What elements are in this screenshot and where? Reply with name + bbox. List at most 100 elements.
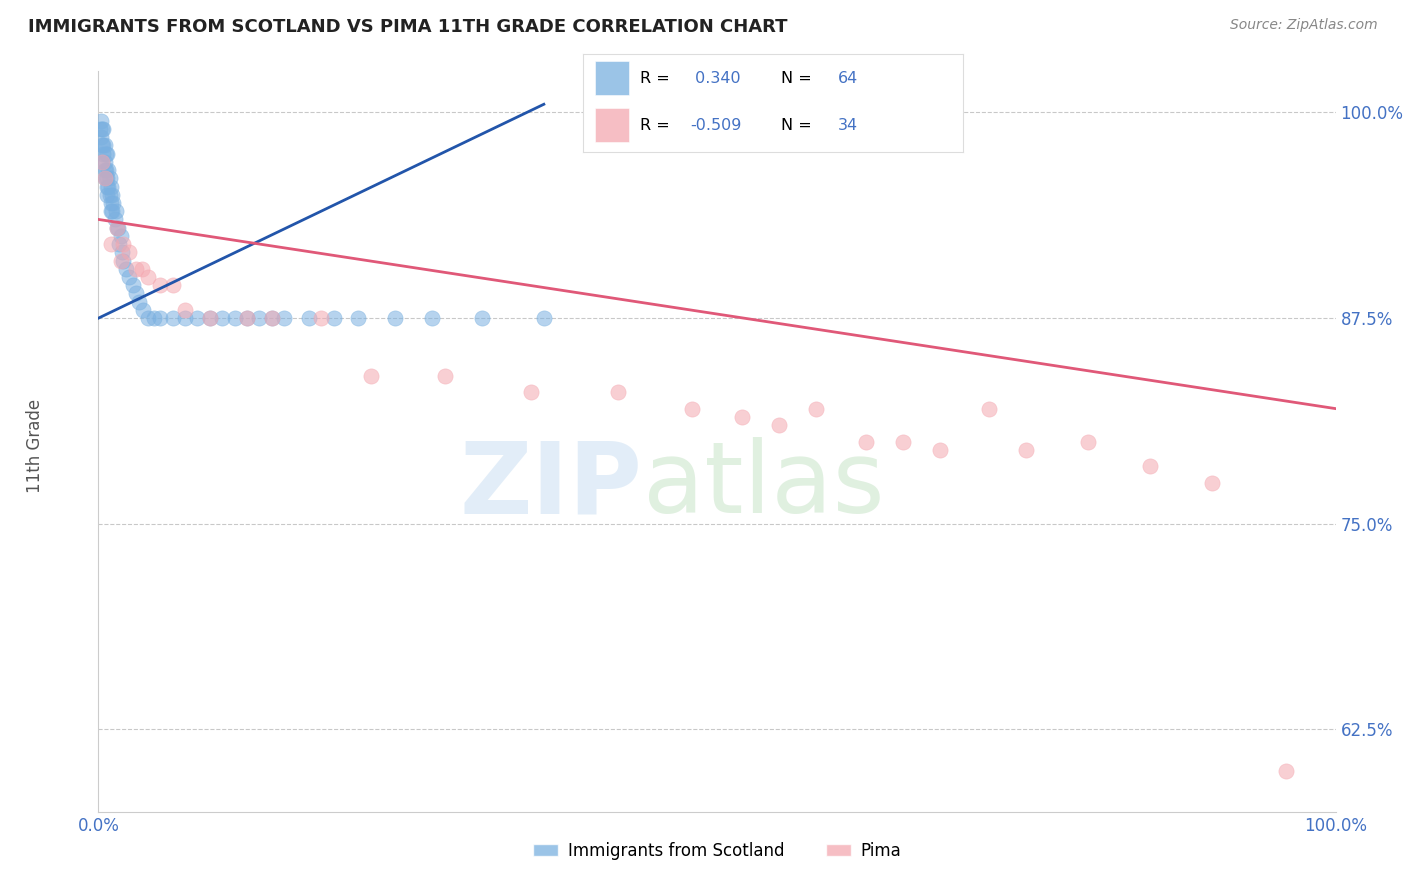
Text: ZIP: ZIP (460, 437, 643, 534)
Point (607, 385, 630, 400)
Point (1275, 764, 1298, 778)
Point (131, 261, 153, 276)
Point (224, 311, 246, 326)
Point (93, 171, 115, 186)
Point (128, 294, 150, 309)
Point (149, 278, 172, 293)
Point (143, 311, 166, 326)
Point (260, 311, 283, 326)
Point (96, 171, 118, 186)
Point (471, 311, 494, 326)
Point (198, 311, 221, 326)
Text: N =: N = (780, 118, 817, 133)
Point (97, 179, 120, 194)
Point (768, 418, 790, 433)
Point (1015, 442, 1038, 457)
Point (979, 401, 1001, 416)
Point (98, 187, 121, 202)
Point (174, 302, 197, 317)
Point (94, 171, 117, 186)
Point (91, 122, 114, 136)
Point (247, 311, 270, 326)
Point (422, 311, 444, 326)
Point (236, 311, 259, 326)
Point (891, 434, 914, 449)
Point (124, 286, 146, 301)
Point (93, 146, 115, 161)
Point (384, 311, 406, 326)
Point (103, 196, 125, 211)
Point (1077, 434, 1099, 449)
Point (112, 237, 135, 252)
Point (162, 278, 184, 293)
Bar (595, 62, 628, 95)
Point (90, 113, 112, 128)
Point (360, 368, 382, 383)
Point (100, 204, 122, 219)
Point (118, 270, 141, 285)
Point (107, 220, 129, 235)
Text: IMMIGRANTS FROM SCOTLAND VS PIMA 11TH GRADE CORRELATION CHART: IMMIGRANTS FROM SCOTLAND VS PIMA 11TH GR… (28, 18, 787, 36)
Point (101, 204, 124, 219)
Text: 64: 64 (838, 70, 858, 86)
Point (103, 212, 125, 227)
Point (186, 311, 208, 326)
Point (91, 138, 114, 153)
Point (162, 311, 184, 326)
Point (98, 171, 121, 186)
Point (111, 245, 134, 260)
Point (433, 368, 456, 383)
Point (96, 187, 118, 202)
Point (236, 311, 259, 326)
Point (322, 311, 344, 326)
Point (928, 442, 950, 457)
Point (149, 311, 172, 326)
Point (93, 122, 115, 136)
Text: 34: 34 (838, 118, 858, 133)
Text: R =: R = (641, 70, 675, 86)
Point (105, 220, 128, 235)
Point (91, 154, 114, 169)
Text: Source: ZipAtlas.com: Source: ZipAtlas.com (1230, 18, 1378, 32)
Point (309, 311, 332, 326)
Point (100, 237, 122, 252)
Point (93, 171, 115, 186)
Point (89, 122, 111, 136)
Point (114, 261, 136, 276)
Text: -0.509: -0.509 (690, 118, 741, 133)
Point (122, 278, 145, 293)
Point (124, 261, 146, 276)
Point (136, 311, 159, 326)
Point (110, 253, 132, 268)
Point (110, 228, 132, 243)
Point (96, 179, 118, 194)
Point (94, 146, 117, 161)
Text: 11th Grade: 11th Grade (27, 399, 44, 493)
Point (101, 187, 124, 202)
Point (93, 138, 115, 153)
Point (100, 196, 122, 211)
Point (91, 154, 114, 169)
Point (104, 204, 127, 219)
Point (273, 311, 295, 326)
Point (93, 163, 115, 178)
Point (1201, 475, 1223, 490)
Point (347, 311, 370, 326)
Point (211, 311, 233, 326)
Point (533, 311, 555, 326)
Point (804, 401, 827, 416)
Point (94, 163, 117, 178)
Point (105, 220, 128, 235)
Point (100, 179, 122, 194)
Point (731, 409, 754, 424)
Point (96, 146, 118, 161)
Point (90, 130, 112, 145)
Point (132, 302, 155, 317)
Legend: Immigrants from Scotland, Pima: Immigrants from Scotland, Pima (526, 835, 908, 866)
Point (198, 311, 221, 326)
Point (1139, 459, 1161, 474)
Text: 0.340: 0.340 (690, 70, 741, 86)
Point (520, 385, 543, 400)
Point (93, 138, 115, 153)
Point (112, 253, 135, 268)
